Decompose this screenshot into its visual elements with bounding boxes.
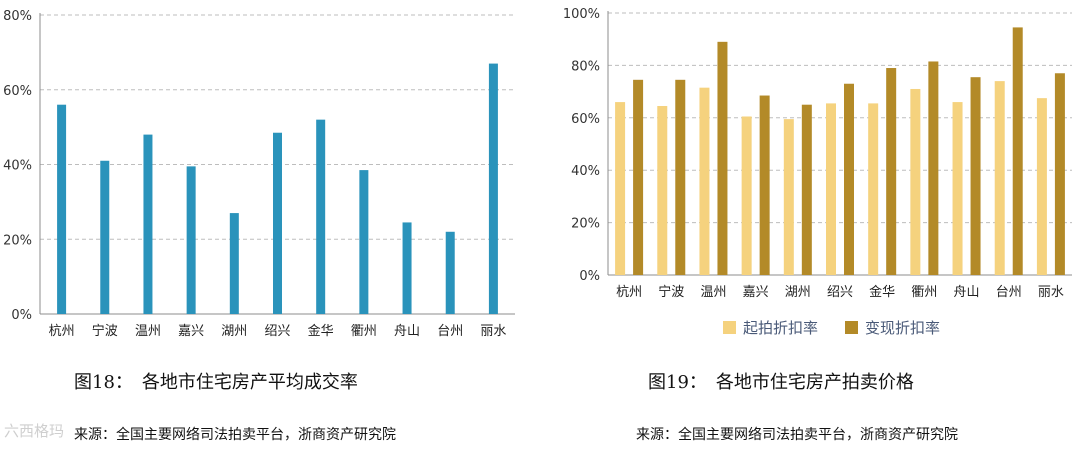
y-tick-label: 100% xyxy=(563,7,600,22)
x-tick-label: 湖州 xyxy=(785,285,811,300)
bar xyxy=(402,222,412,314)
y-tick-label: 40% xyxy=(3,159,32,174)
x-tick-label: 温州 xyxy=(700,285,726,300)
x-tick-label: 舟山 xyxy=(954,285,980,300)
legend-label: 起拍折扣率 xyxy=(743,319,818,337)
bar xyxy=(359,170,369,314)
chart-average-transaction-rate: 0% 20% 40% 60% 80% 杭州 宁波 温州 嘉兴 湖州 绍兴 金华 衢州 舟山 台州 丽水 xyxy=(3,9,515,339)
bar xyxy=(657,106,668,275)
bar xyxy=(783,119,794,275)
x-tick-label: 台州 xyxy=(996,285,1022,300)
bar xyxy=(759,95,770,275)
legend-swatch xyxy=(845,321,858,334)
bar xyxy=(868,103,879,275)
bar xyxy=(316,119,326,315)
legend-swatch xyxy=(723,321,736,334)
x-tick-label: 金华 xyxy=(308,323,334,339)
bar xyxy=(844,83,854,276)
bar xyxy=(952,102,963,275)
y-tick-label: 60% xyxy=(3,84,32,99)
y-tick-label: 20% xyxy=(571,217,600,232)
bar xyxy=(741,116,752,276)
y-tick-label: 40% xyxy=(571,164,600,179)
x-tick-label: 丽水 xyxy=(1038,285,1064,300)
bar xyxy=(801,104,812,275)
x-tick-label: 宁波 xyxy=(92,323,118,339)
bar xyxy=(488,63,498,315)
x-tick-label: 温州 xyxy=(135,324,161,339)
bar xyxy=(633,79,644,275)
bar xyxy=(273,132,282,314)
figure-18-caption: 图18： 各地市住宅房产平均成交率 xyxy=(74,372,358,393)
bar xyxy=(675,79,686,275)
bar xyxy=(1054,73,1065,275)
x-tick-label: 嘉兴 xyxy=(743,285,769,300)
bar xyxy=(910,88,921,275)
bar xyxy=(445,231,455,314)
x-tick-label: 宁波 xyxy=(658,284,684,300)
figure-19-source: 来源：全国主要网络司法拍卖平台，浙商资产研究院 xyxy=(636,427,958,443)
bar xyxy=(1036,98,1047,276)
bar xyxy=(699,87,710,275)
bar xyxy=(717,41,728,275)
x-tick-label: 衢州 xyxy=(351,324,377,339)
y-tick-label: 80% xyxy=(3,9,32,24)
y-tick-label: 80% xyxy=(571,59,600,74)
bar xyxy=(615,102,626,275)
bar xyxy=(970,77,981,275)
bar xyxy=(1012,27,1023,275)
x-tick-label: 台州 xyxy=(437,324,463,339)
watermark-logo: 六西格玛 xyxy=(4,422,65,440)
x-tick-label: 丽水 xyxy=(480,324,506,339)
chart-auction-price: 0% 20% 40% 60% 80% 100% 杭州 宁波 温州 嘉兴 湖州 绍兴 金华 衢州 舟山 台州 丽水… xyxy=(563,7,1072,337)
bar xyxy=(229,213,239,314)
figure-19-caption: 图19： 各地市住宅房产拍卖价格 xyxy=(648,372,914,393)
y-tick-label: 0% xyxy=(579,269,600,284)
y-tick-label: 60% xyxy=(571,112,600,127)
x-tick-label: 舟山 xyxy=(394,324,420,339)
bar xyxy=(186,166,196,314)
figure-18-source: 来源：全国主要网络司法拍卖平台，浙商资产研究院 xyxy=(74,427,396,443)
bar xyxy=(100,160,110,314)
x-tick-label: 金华 xyxy=(869,284,895,300)
x-tick-label: 衢州 xyxy=(911,285,937,300)
bar xyxy=(826,103,836,275)
y-tick-label: 20% xyxy=(3,233,32,248)
x-tick-label: 绍兴 xyxy=(827,285,853,300)
bar xyxy=(994,81,1005,276)
x-tick-label: 杭州 xyxy=(616,285,642,300)
bar xyxy=(928,61,939,275)
bar xyxy=(143,134,153,314)
bar xyxy=(886,68,897,276)
y-tick-label: 0% xyxy=(11,308,32,323)
x-tick-label: 绍兴 xyxy=(264,324,290,339)
bar xyxy=(57,104,67,314)
x-tick-label: 嘉兴 xyxy=(178,324,204,339)
legend-label: 变现折扣率 xyxy=(865,319,940,337)
x-tick-label: 湖州 xyxy=(221,324,247,339)
x-tick-label: 杭州 xyxy=(49,324,75,339)
